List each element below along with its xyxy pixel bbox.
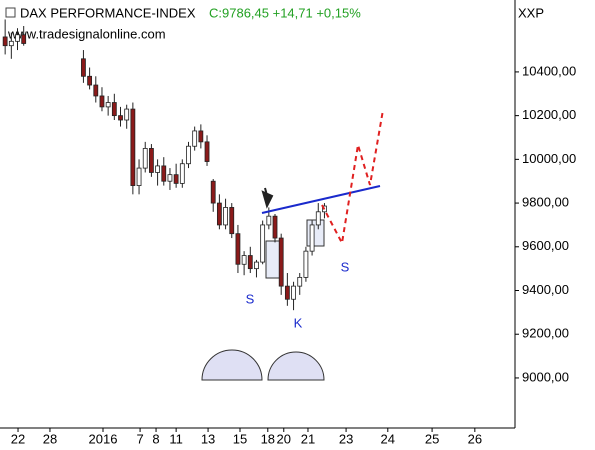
- candle-body: [186, 145, 191, 165]
- y-tick-label: 9600,00: [522, 238, 569, 253]
- x-tick-label: 28: [43, 431, 57, 446]
- candle-body: [254, 261, 259, 270]
- candle-body: [260, 224, 266, 263]
- candle-body: [303, 250, 309, 278]
- candle-body: [204, 141, 210, 162]
- x-tick-label: 7: [136, 431, 143, 446]
- pattern-label: S: [341, 259, 350, 274]
- candle-body: [161, 165, 167, 182]
- y-tick-label: 10400,00: [522, 63, 576, 78]
- candle-body: [111, 102, 117, 117]
- candle-body: [284, 285, 290, 300]
- candle-body: [210, 180, 216, 204]
- projection: [321, 109, 384, 247]
- candle-body: [315, 211, 321, 226]
- x-tick-label: 21: [301, 431, 315, 446]
- candle-body: [118, 115, 123, 121]
- candle-body: [272, 215, 278, 239]
- candle-body: [93, 84, 99, 97]
- candle-body: [87, 75, 93, 86]
- y-tick-label: 9000,00: [522, 369, 569, 384]
- x-tick-label: 11: [169, 431, 183, 446]
- y-tick-label: 9800,00: [522, 195, 569, 210]
- candle-body: [15, 34, 20, 42]
- candle-body: [99, 95, 105, 108]
- x-tick-label: 24: [381, 431, 395, 446]
- price-summary: C:9786,45 +14,71 +0,15%: [209, 5, 361, 20]
- x-tick-label: 25: [425, 431, 439, 446]
- candle-body: [247, 255, 253, 270]
- chart-title: DAX PERFORMANCE-INDEX: [20, 5, 196, 20]
- candle-body: [130, 108, 136, 186]
- x-tick-label: 26: [468, 431, 482, 446]
- candle-body: [155, 165, 160, 173]
- x-tick-label: 22: [11, 431, 25, 446]
- candle-body: [81, 58, 86, 77]
- candle-body: [192, 130, 198, 147]
- x-tick-label: 2016: [89, 431, 118, 446]
- candle-body: [124, 108, 130, 121]
- candle-body: [309, 224, 315, 252]
- candle-body: [8, 40, 14, 47]
- candle-body: [142, 148, 148, 169]
- source: www.tradesignalonline.com: [7, 26, 166, 41]
- x-tick-label: 13: [201, 431, 215, 446]
- pattern-arc: [267, 351, 325, 381]
- candle-body: [235, 233, 241, 265]
- candle-body: [21, 34, 27, 44]
- candle-body: [291, 285, 296, 300]
- candle-body: [229, 207, 235, 235]
- candles: [2, 19, 327, 311]
- x-tick-label: 18: [261, 431, 275, 446]
- x-tick-label: 8: [152, 431, 159, 446]
- x-tick-label: 23: [339, 431, 353, 446]
- y-tick-label: 9400,00: [522, 282, 569, 297]
- candle-body: [266, 215, 272, 226]
- y-tick-label: 10000,00: [522, 151, 576, 166]
- candle-body: [2, 36, 8, 47]
- candle-body: [136, 167, 142, 186]
- candle-body: [216, 202, 222, 226]
- candle-body: [223, 207, 228, 226]
- symbol-icon: [5, 7, 16, 18]
- candle-body: [179, 163, 185, 184]
- axis-label: XXP: [518, 5, 544, 20]
- candle-body: [297, 276, 303, 287]
- arrow: [261, 187, 274, 209]
- y-tick-label: 10200,00: [522, 107, 576, 122]
- candle-body: [241, 255, 247, 265]
- candle-body: [105, 102, 111, 108]
- x-tick-label: 20: [277, 431, 291, 446]
- candle-body: [173, 174, 179, 184]
- candle-body: [149, 148, 154, 173]
- pattern-label: K: [294, 315, 303, 330]
- pattern-box: [306, 219, 325, 247]
- x-tick-label: 15: [233, 431, 247, 446]
- y-tick-label: 9200,00: [522, 326, 569, 341]
- pattern-label: S: [246, 291, 255, 306]
- candle-body: [167, 174, 173, 182]
- candle-body: [278, 237, 284, 287]
- candle-body: [198, 130, 204, 143]
- neckline: [261, 185, 381, 214]
- pattern-arc: [201, 349, 263, 381]
